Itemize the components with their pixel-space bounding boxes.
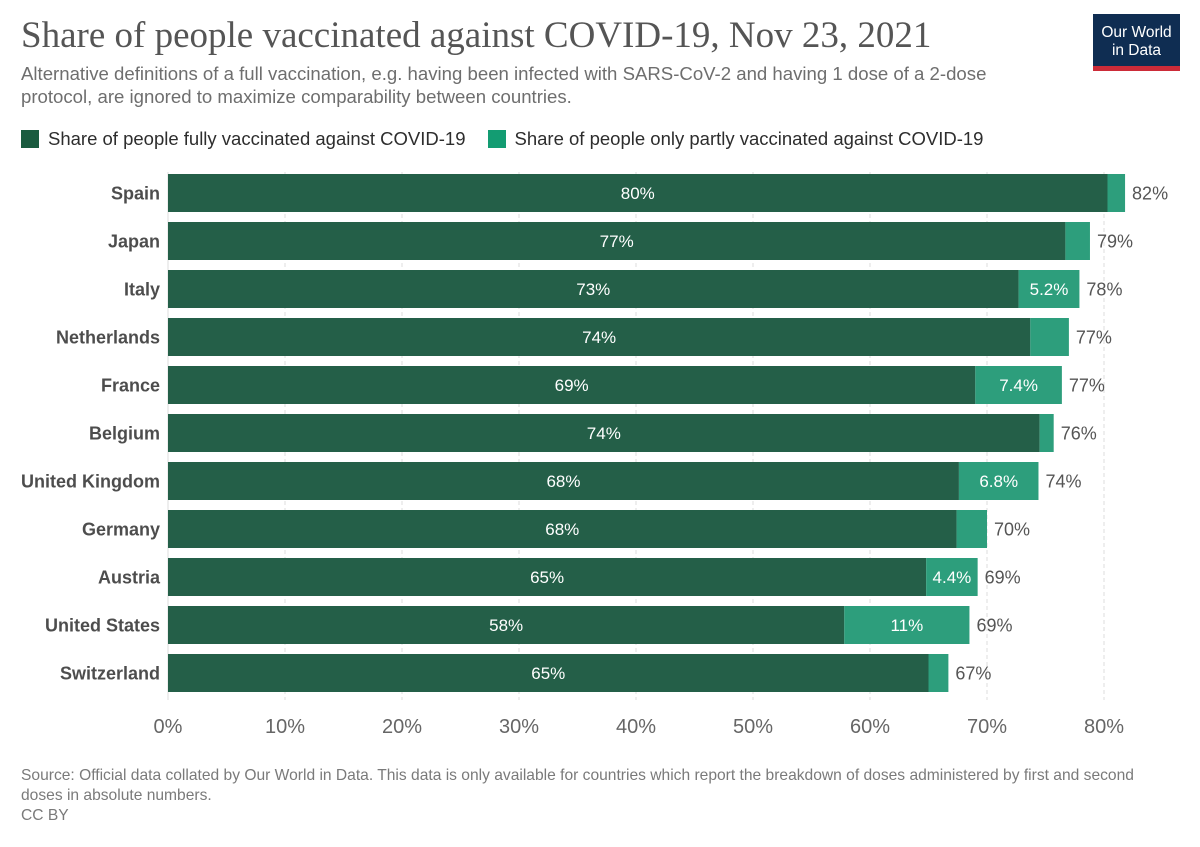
category-label: Switzerland (60, 664, 160, 684)
bar-partial[interactable] (1018, 270, 1080, 308)
category-label: Italy (124, 280, 160, 300)
bar-total-label: 82% (1132, 184, 1168, 204)
bar-full[interactable] (168, 318, 1031, 356)
bar-total-label: 69% (976, 616, 1012, 636)
bar-full[interactable] (168, 606, 845, 644)
bar-full[interactable] (168, 462, 959, 500)
legend-swatch-full (21, 130, 39, 148)
bar-full-label: 74% (587, 424, 621, 443)
bar-partial[interactable] (1065, 222, 1090, 260)
bar-full[interactable] (168, 366, 976, 404)
bar-partial[interactable] (926, 558, 978, 596)
category-label: Austria (98, 568, 161, 588)
bar-full-label: 80% (621, 184, 655, 203)
bar-full-label: 58% (489, 616, 523, 635)
x-tick-label: 0% (154, 716, 183, 738)
bar-full[interactable] (168, 654, 929, 692)
bar-full-label: 74% (582, 328, 616, 347)
bar-partial-label: 5.2% (1030, 280, 1069, 299)
legend-label-full: Share of people fully vaccinated against… (48, 128, 466, 149)
legend-item-full[interactable]: Share of people fully vaccinated against… (21, 128, 466, 150)
legend-item-partial[interactable]: Share of people only partly vaccinated a… (487, 128, 984, 150)
bar-partial[interactable] (1039, 414, 1054, 452)
legend: Share of people fully vaccinated against… (21, 128, 1005, 150)
bar-total-label: 77% (1076, 328, 1112, 348)
category-label: Japan (108, 232, 160, 252)
chart-subtitle: Alternative definitions of a full vaccin… (21, 63, 987, 107)
bar-full-label: 65% (531, 664, 565, 683)
bar-partial[interactable] (1107, 174, 1126, 212)
bar-full[interactable] (168, 174, 1108, 212)
logo-line-2: in Data (1111, 42, 1162, 59)
bar-partial[interactable] (975, 366, 1062, 404)
source-note: Source: Official data collated by Our Wo… (21, 767, 1134, 804)
x-tick-label: 80% (1084, 716, 1124, 738)
chart-title: Share of people vaccinated against COVID… (21, 15, 932, 56)
bar-total-label: 67% (955, 664, 991, 684)
bar-chart: 0% 10% 20% 30% 40% 50% 60% 70% 80% Spain 80% 82% Jap… (21, 172, 1168, 738)
x-tick-label: 10% (265, 716, 305, 738)
x-tick-label: 40% (616, 716, 656, 738)
bar-full-label: 73% (576, 280, 610, 299)
category-label: Spain (111, 184, 160, 204)
bar-partial-label: 4.4% (933, 568, 972, 587)
bar-partial[interactable] (958, 462, 1039, 500)
bar-total-label: 79% (1097, 232, 1133, 252)
bar-partial[interactable] (928, 654, 949, 692)
bar-full[interactable] (168, 558, 927, 596)
x-tick-label: 30% (499, 716, 539, 738)
category-label: Netherlands (56, 328, 160, 348)
bar-partial-label: 6.8% (979, 472, 1018, 491)
logo-line-1: Our World (1101, 24, 1172, 41)
x-tick-label: 70% (967, 716, 1007, 738)
chart-footer: Source: Official data collated by Our Wo… (21, 766, 1161, 826)
bar-full[interactable] (168, 270, 1019, 308)
bar-partial-label: 7.4% (999, 376, 1038, 395)
category-label: United States (45, 616, 160, 636)
bar-full-label: 77% (600, 232, 634, 251)
category-label: France (101, 376, 160, 396)
category-label: Belgium (89, 424, 160, 444)
bar-full-label: 68% (545, 520, 579, 539)
bar-full[interactable] (168, 222, 1066, 260)
x-tick-label: 50% (733, 716, 773, 738)
bar-full-label: 65% (530, 568, 564, 587)
bar-total-label: 74% (1045, 472, 1081, 492)
category-label: Germany (82, 520, 160, 540)
bar-total-label: 76% (1061, 424, 1097, 444)
legend-swatch-partial (487, 130, 506, 148)
bar-total-label: 69% (985, 568, 1021, 588)
bar-full-label: 68% (546, 472, 580, 491)
bar-total-label: 78% (1086, 280, 1122, 300)
bar-partial[interactable] (1030, 318, 1069, 356)
bar-full[interactable] (168, 510, 957, 548)
owid-logo[interactable]: Our World in Data (1093, 14, 1180, 71)
x-tick-label: 20% (382, 716, 422, 738)
bar-total-label: 77% (1069, 376, 1105, 396)
category-label: United Kingdom (21, 472, 160, 492)
bar-full[interactable] (168, 414, 1040, 452)
license-note: CC BY (21, 807, 69, 824)
bar-partial[interactable] (844, 606, 970, 644)
bar-total-label: 70% (994, 520, 1030, 540)
bar-partial[interactable] (956, 510, 987, 548)
bar-partial-label: 11% (890, 616, 923, 635)
x-tick-label: 60% (850, 716, 890, 738)
bar-full-label: 69% (555, 376, 589, 395)
legend-label-partial: Share of people only partly vaccinated a… (514, 128, 984, 149)
